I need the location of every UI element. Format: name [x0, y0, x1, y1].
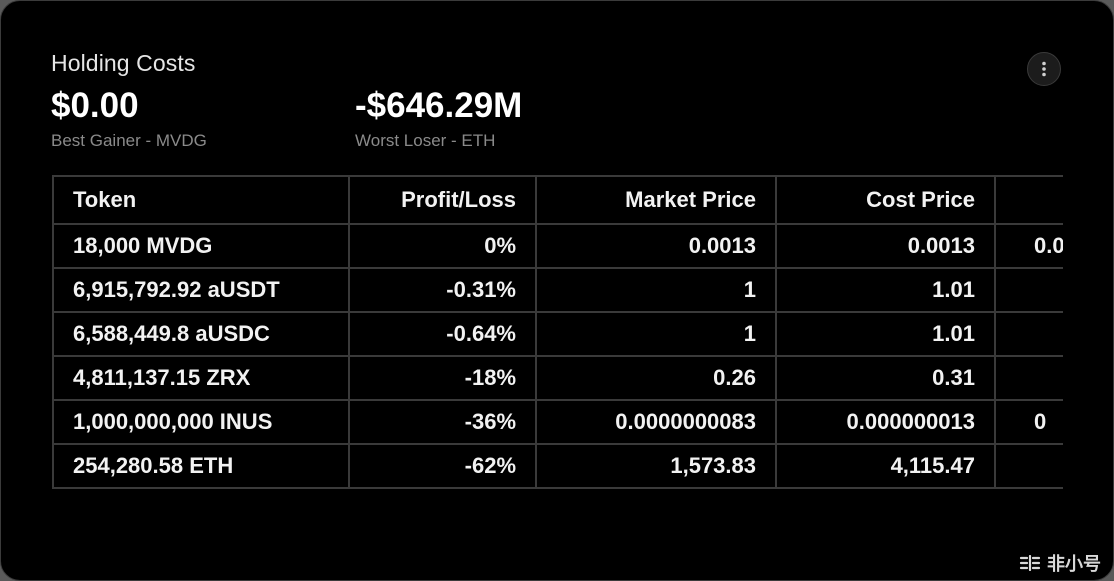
feixiaohao-logo-icon	[1019, 555, 1041, 571]
cell-cost-price: 0.31	[775, 355, 996, 401]
more-vertical-icon	[1042, 61, 1046, 77]
table-header-row: Token Profit/Loss Market Price Cost Pric…	[52, 175, 1063, 225]
table-row: 6,588,449.8 aUSDC -0.64% 1 1.01	[52, 311, 1063, 357]
cell-extra	[994, 443, 1063, 489]
cell-cost-price: 1.01	[775, 311, 996, 357]
cell-market-price: 0.0000000083	[535, 399, 777, 445]
cell-extra	[994, 267, 1063, 313]
cell-extra: 0.0	[994, 223, 1063, 269]
cell-profit-loss: -36%	[348, 399, 537, 445]
cell-extra	[994, 355, 1063, 401]
cell-token: 254,280.58 ETH	[52, 443, 350, 489]
table-row: 6,915,792.92 aUSDT -0.31% 1 1.01	[52, 267, 1063, 313]
watermark: 非小号	[1019, 550, 1101, 576]
cell-cost-price: 1.01	[775, 267, 996, 313]
cell-market-price: 0.26	[535, 355, 777, 401]
cell-market-price: 0.0013	[535, 223, 777, 269]
cell-profit-loss: 0%	[348, 223, 537, 269]
best-gainer-label: Best Gainer - MVDG	[51, 131, 207, 150]
cell-token: 6,915,792.92 aUSDT	[52, 267, 350, 313]
header-extra[interactable]	[994, 175, 1063, 225]
cell-extra	[994, 311, 1063, 357]
cell-token: 18,000 MVDG	[52, 223, 350, 269]
best-gainer-value: $0.00	[51, 86, 139, 125]
holdings-table-scroll[interactable]: Token Profit/Loss Market Price Cost Pric…	[52, 175, 1063, 515]
best-gainer-stat: $0.00 Best Gainer - MVDG	[51, 85, 207, 151]
card-title: Holding Costs	[51, 50, 196, 76]
cell-token: 6,588,449.8 aUSDC	[52, 311, 350, 357]
more-options-button[interactable]	[1027, 52, 1061, 86]
cell-cost-price: 4,115.47	[775, 443, 996, 489]
header-profit-loss[interactable]: Profit/Loss	[348, 175, 537, 225]
worst-loser-label: Worst Loser - ETH	[355, 131, 496, 150]
header-token[interactable]: Token	[52, 175, 350, 225]
cell-cost-price: 0.000000013	[775, 399, 996, 445]
worst-loser-value: -$646.29M	[355, 86, 523, 125]
header-cost-price[interactable]: Cost Price	[775, 175, 996, 225]
cell-market-price: 1,573.83	[535, 443, 777, 489]
cell-cost-price: 0.0013	[775, 223, 996, 269]
cell-profit-loss: -0.64%	[348, 311, 537, 357]
table-row: 18,000 MVDG 0% 0.0013 0.0013 0.0	[52, 223, 1063, 269]
table-row: 1,000,000,000 INUS -36% 0.0000000083 0.0…	[52, 399, 1063, 445]
cell-market-price: 1	[535, 267, 777, 313]
watermark-text: 非小号	[1047, 554, 1101, 574]
cell-token: 1,000,000,000 INUS	[52, 399, 350, 445]
header-market-price[interactable]: Market Price	[535, 175, 777, 225]
cell-market-price: 1	[535, 311, 777, 357]
cell-token: 4,811,137.15 ZRX	[52, 355, 350, 401]
worst-loser-stat: -$646.29M Worst Loser - ETH	[355, 85, 522, 151]
cell-profit-loss: -18%	[348, 355, 537, 401]
cell-extra: 0	[994, 399, 1063, 445]
cell-profit-loss: -0.31%	[348, 267, 537, 313]
table-row: 4,811,137.15 ZRX -18% 0.26 0.31	[52, 355, 1063, 401]
cell-profit-loss: -62%	[348, 443, 537, 489]
table-row: 254,280.58 ETH -62% 1,573.83 4,115.47	[52, 443, 1063, 489]
holdings-table: Token Profit/Loss Market Price Cost Pric…	[52, 175, 1063, 489]
